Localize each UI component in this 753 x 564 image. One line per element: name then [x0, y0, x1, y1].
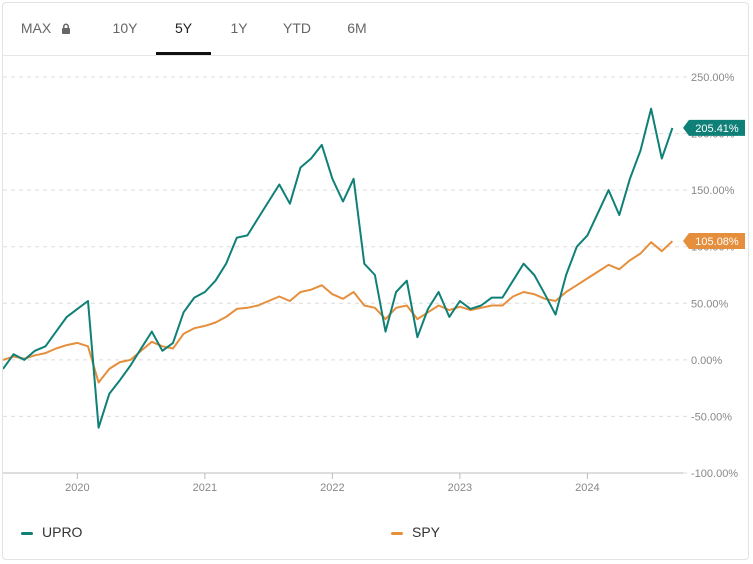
y-tick-label: 0.00% — [691, 355, 722, 367]
lock-icon — [61, 4, 71, 54]
last-value-flag-upro — [683, 119, 745, 136]
legend-spy-swatch — [391, 531, 403, 535]
tab-ytd[interactable]: YTD — [273, 3, 321, 55]
last-value-label-spy: 105.08% — [695, 236, 739, 248]
y-tick-label: -50.00% — [691, 411, 732, 423]
performance-chart: 250.00%200.00%150.00%100.00%50.00%0.00%-… — [3, 72, 745, 494]
x-tick-label: 2020 — [65, 482, 89, 494]
tab-ytd-label: YTD — [283, 20, 311, 36]
tab-max[interactable]: MAX — [11, 3, 81, 55]
legend-upro-swatch — [21, 531, 33, 535]
tab-10y-label: 10Y — [112, 20, 138, 36]
tab-10y[interactable]: 10Y — [103, 3, 147, 55]
x-tick-label: 2023 — [448, 482, 472, 494]
tab-6m-label: 6M — [347, 20, 367, 36]
legend-spy[interactable]: SPY — [391, 523, 440, 541]
tab-6m[interactable]: 6M — [337, 3, 377, 55]
tab-5y-label: 5Y — [174, 20, 193, 36]
last-value-label-upro: 205.41% — [695, 123, 739, 135]
tab-1y-label: 1Y — [230, 20, 248, 36]
series-line-upro — [3, 107, 674, 429]
y-tick-label: 150.00% — [691, 185, 735, 197]
tab-5y[interactable]: 5Y — [156, 3, 211, 55]
x-tick-label: 2024 — [575, 482, 599, 494]
series-line-spy — [3, 240, 674, 384]
x-tick-label: 2022 — [320, 482, 344, 494]
last-value-flag-spy — [683, 233, 745, 250]
legend-spy-label: SPY — [412, 524, 441, 540]
x-tick-label: 2021 — [193, 482, 217, 494]
legend-upro[interactable]: UPRO — [21, 523, 82, 541]
tab-1y[interactable]: 1Y — [219, 3, 259, 55]
legend-upro-label: UPRO — [42, 524, 83, 540]
y-tick-label: -100.00% — [691, 468, 738, 480]
period-tabs: MAX 10Y 5Y 1Y YTD 6M — [3, 3, 748, 56]
y-tick-label: 250.00% — [691, 72, 735, 84]
tab-max-label: MAX — [20, 20, 52, 36]
y-tick-label: 50.00% — [691, 298, 729, 310]
